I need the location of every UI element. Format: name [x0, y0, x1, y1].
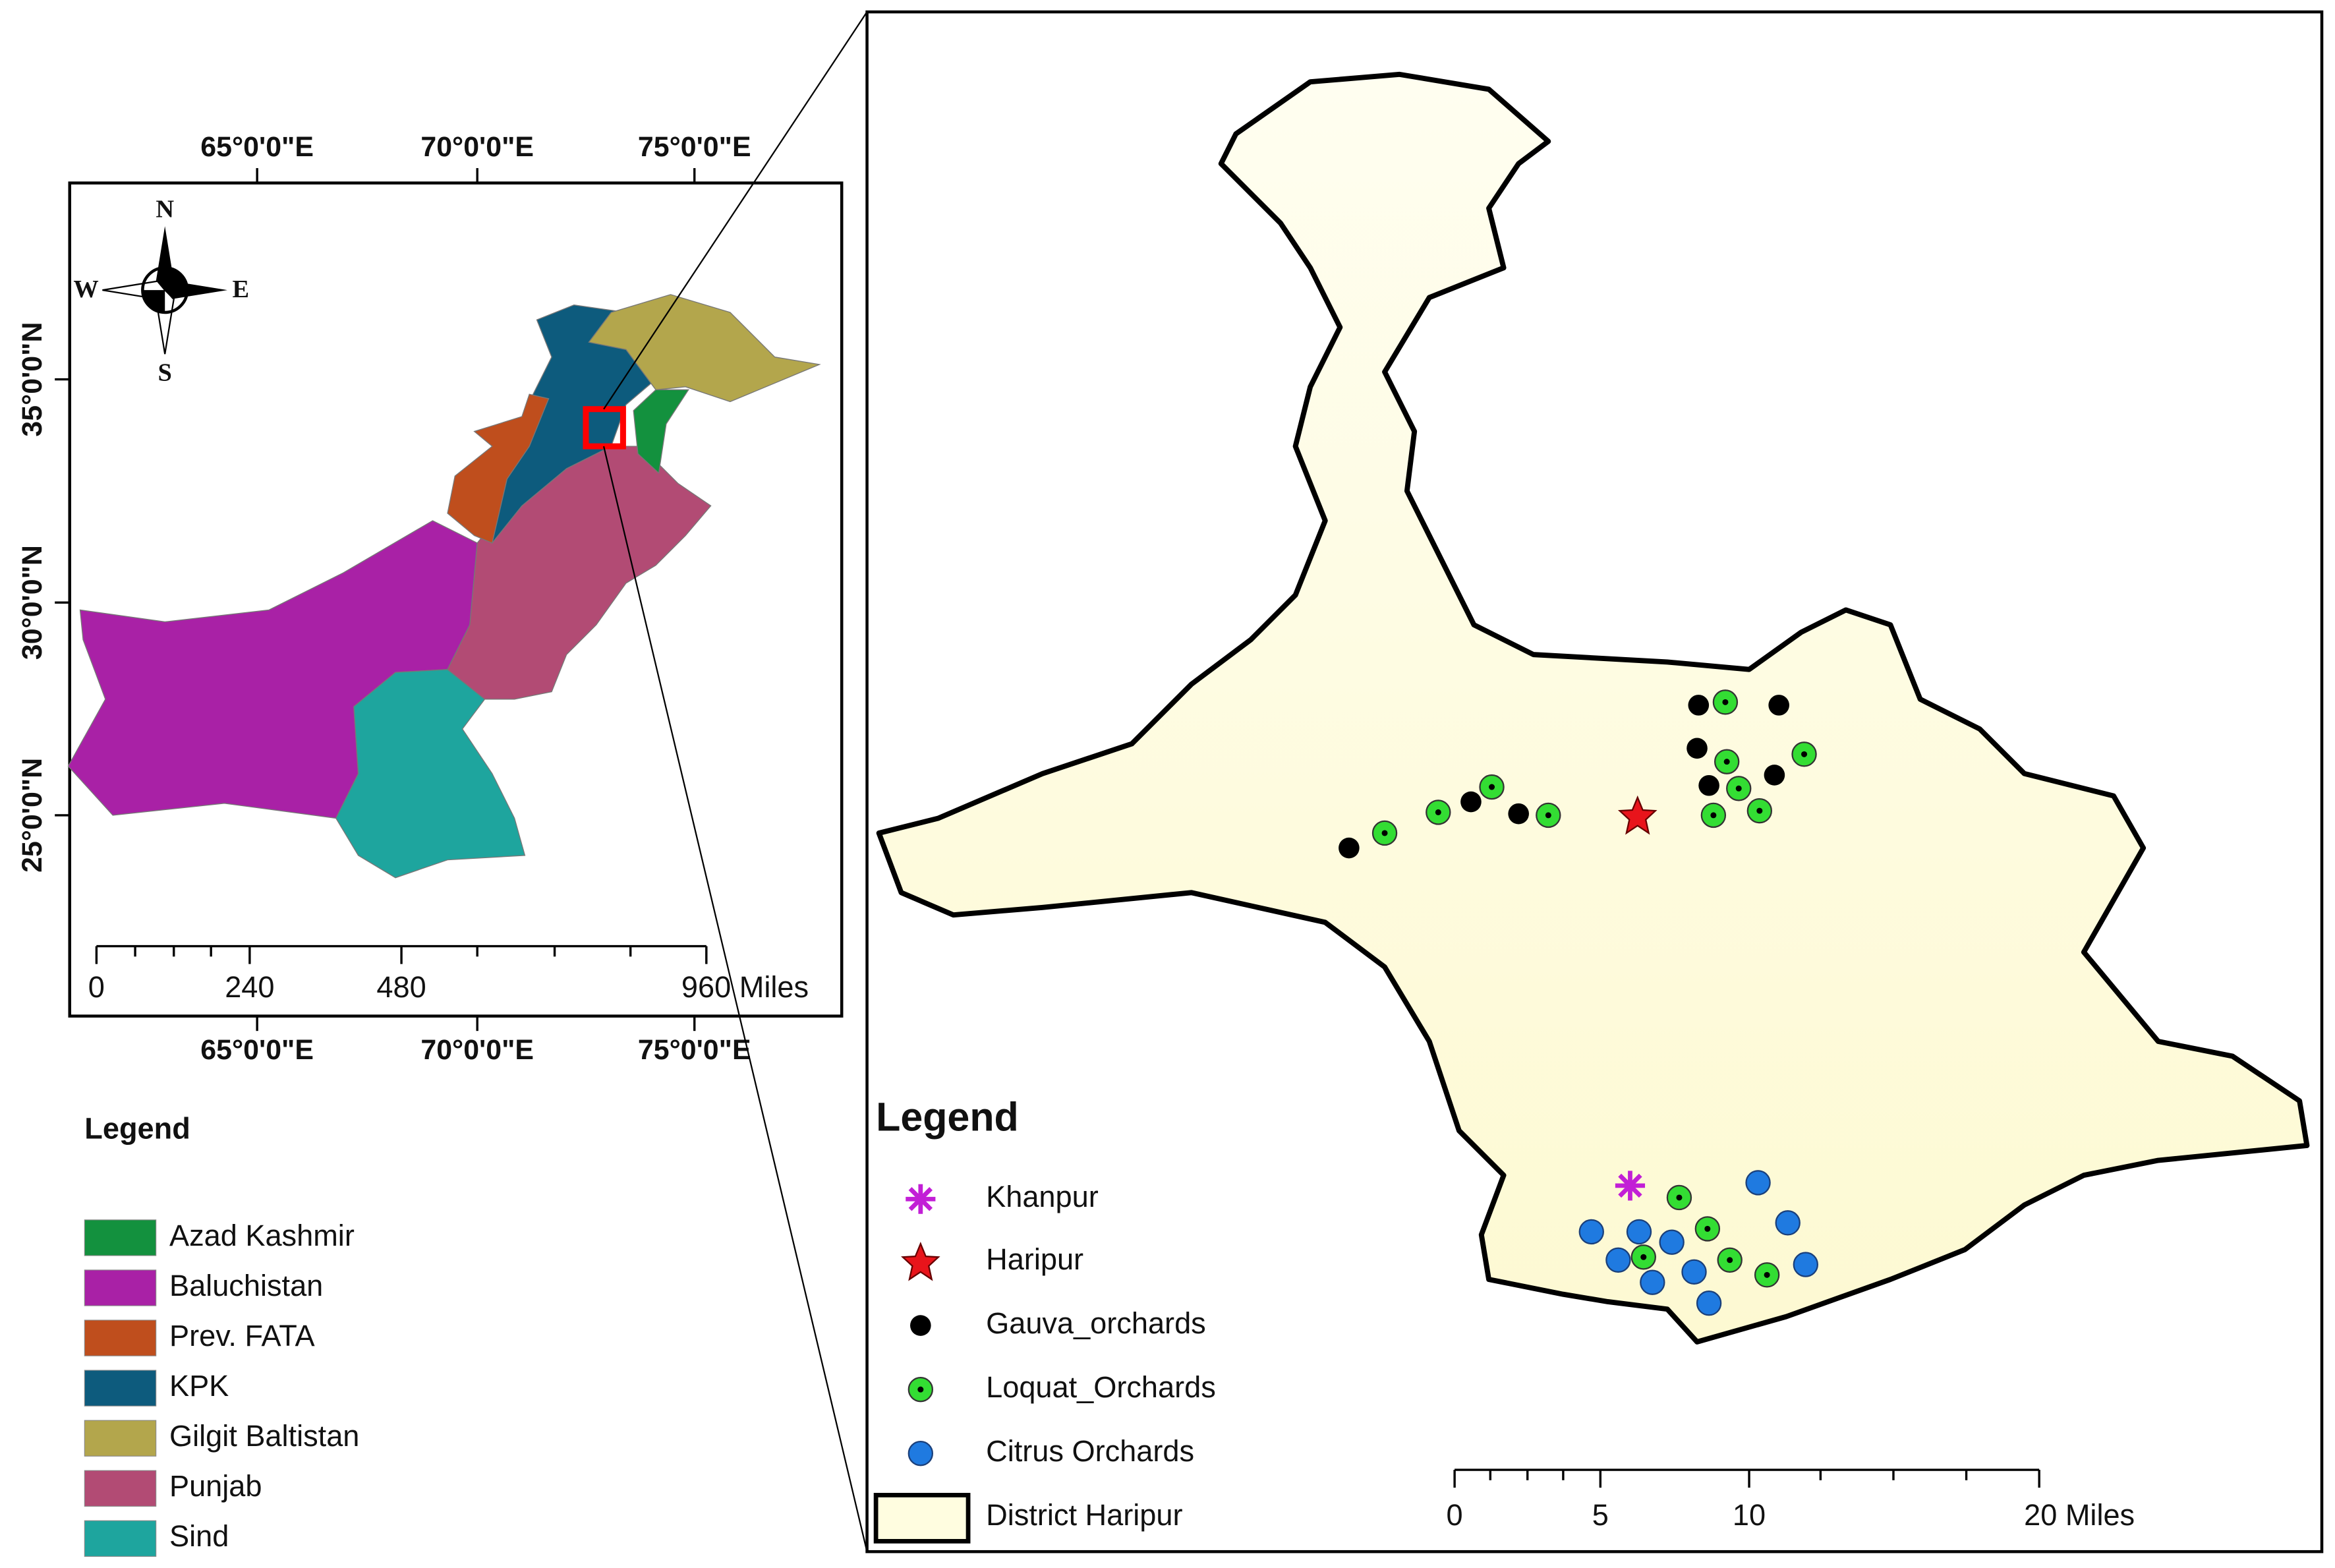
lon-label: 65°0'0"E	[200, 1034, 314, 1066]
lon-label: 75°0'0"E	[638, 1034, 751, 1066]
legend-label: Azad Kashmir	[169, 1219, 355, 1252]
lon-label: 65°0'0"E	[200, 131, 314, 163]
province-gilgit	[588, 294, 821, 403]
scale-label: 20 Miles	[2024, 1498, 2135, 1532]
scale-label: 960 Miles	[681, 970, 809, 1004]
compass-e: E	[233, 276, 250, 303]
legend-label: Punjab	[169, 1469, 262, 1503]
lat-label: 30°0'0"N	[16, 545, 48, 660]
district-boundary	[876, 71, 2310, 1345]
citrus-points	[1578, 1170, 1818, 1316]
legend-label: District Haripur	[986, 1498, 1182, 1532]
haripur-point	[1617, 795, 1658, 835]
legend-swatch	[84, 1470, 157, 1507]
legend-label: Sind	[169, 1519, 229, 1553]
lon-label: 70°0'0"E	[420, 1034, 534, 1066]
scale-bar	[95, 944, 708, 964]
scale-bar	[1453, 1468, 2040, 1488]
compass-n: N	[156, 195, 174, 223]
legend: Azad Kashmir Baluchistan Prev. FATA KPK Gilg…	[84, 1219, 359, 1557]
legend-title: Legend	[84, 1111, 190, 1145]
overview-map: 65°0'0"E 70°0'0"E 75°0'0"E 65°0'0"E 70°0…	[16, 131, 844, 1557]
legend-symbols	[873, 1184, 971, 1544]
province-fata	[447, 393, 550, 544]
guava-points	[1339, 695, 1789, 859]
scale-label: 480	[376, 970, 426, 1004]
scale-label: 240	[225, 970, 274, 1004]
north-arrow	[102, 226, 228, 355]
legend-swatch	[84, 1520, 157, 1557]
lat-label: 35°0'0"N	[16, 322, 48, 437]
legend-label: Baluchistan	[169, 1269, 323, 1302]
compass-w: W	[73, 276, 98, 303]
loquat-points	[1371, 689, 1817, 1288]
legend-label: Loquat_Orchards	[986, 1370, 1216, 1404]
detail-map: Legend Khanpur Haripur Gauva_orchards Lo…	[865, 10, 2324, 1553]
legend-label: Khanpur	[986, 1180, 1099, 1213]
scale-label: 10	[1733, 1498, 1766, 1532]
legend-label: Prev. FATA	[169, 1319, 316, 1352]
province-azad-kashmir	[633, 389, 689, 475]
zoom-line	[602, 446, 868, 1552]
khanpur-point	[1615, 1171, 1646, 1201]
lon-label: 70°0'0"E	[420, 131, 534, 163]
scale-label: 5	[1592, 1498, 1609, 1532]
compass-s: S	[158, 359, 172, 387]
lon-label: 75°0'0"E	[638, 131, 751, 163]
legend-swatch	[84, 1320, 157, 1356]
scale-label: 0	[88, 970, 105, 1004]
legend-label: KPK	[169, 1369, 229, 1403]
scale-label: 0	[1447, 1498, 1463, 1532]
legend-swatch	[84, 1420, 157, 1457]
legend-swatch	[84, 1219, 157, 1256]
legend-label: Gauva_orchards	[986, 1306, 1206, 1340]
legend-label: Haripur	[986, 1242, 1083, 1276]
lat-label: 25°0'0"N	[16, 758, 48, 873]
graticule-ticks	[55, 168, 696, 1031]
legend-swatch	[84, 1370, 157, 1407]
legend-swatch	[84, 1269, 157, 1306]
legend-title: Legend	[876, 1095, 1019, 1140]
legend-label: Citrus Orchards	[986, 1434, 1194, 1468]
legend-label: Gilgit Baltistan	[169, 1419, 359, 1453]
zoom-line	[603, 11, 868, 410]
